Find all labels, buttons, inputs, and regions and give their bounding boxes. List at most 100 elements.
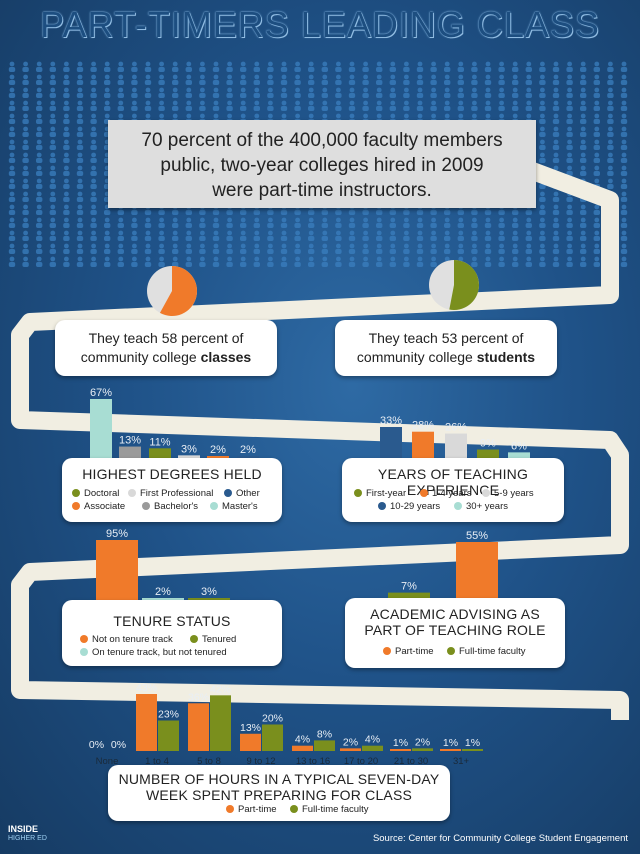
people-dot xyxy=(159,113,165,119)
people-dot xyxy=(431,87,436,93)
people-body xyxy=(607,132,614,137)
people-body xyxy=(566,197,573,202)
legend-other-swatch xyxy=(224,489,232,497)
people-dot xyxy=(213,217,219,223)
legend-on-track-swatch xyxy=(80,648,88,656)
people-body xyxy=(607,145,614,150)
people-dot xyxy=(91,152,96,158)
people-dot xyxy=(200,113,205,119)
people-dot xyxy=(444,256,450,262)
people-dot xyxy=(363,61,368,67)
people-dot xyxy=(281,113,287,119)
legend-first-year: First-year xyxy=(354,488,406,499)
people-body xyxy=(457,236,464,241)
hours-category-label: None xyxy=(96,756,119,767)
people-dot xyxy=(118,256,124,262)
people-body xyxy=(131,93,138,98)
people-body xyxy=(185,80,192,85)
people-dot xyxy=(390,61,396,67)
people-body xyxy=(580,210,587,215)
people-dot xyxy=(336,87,341,93)
legend-tenured: Tenured xyxy=(190,634,236,645)
page-title: PART-TIMERS LEADING CLASS xyxy=(40,4,600,45)
people-dot xyxy=(594,113,600,119)
people-body xyxy=(226,93,233,98)
people-dot xyxy=(594,87,600,93)
people-dot xyxy=(213,256,219,262)
people-body xyxy=(199,80,206,85)
people-body xyxy=(403,106,410,111)
people-body xyxy=(620,236,628,241)
people-dot xyxy=(458,230,464,236)
people-dot xyxy=(567,87,572,93)
experience-legend: First-year 1-4 years 5-9 years 10-29 yea… xyxy=(342,488,564,518)
people-body xyxy=(76,236,84,241)
people-dot xyxy=(390,256,396,262)
people-body xyxy=(457,80,464,85)
people-body xyxy=(552,210,560,215)
hours-value-label: 13% xyxy=(240,722,261,734)
people-body xyxy=(471,236,478,241)
people-body xyxy=(90,223,97,228)
people-body xyxy=(226,223,233,228)
people-dot xyxy=(485,230,491,236)
people-dot xyxy=(376,100,382,106)
people-body xyxy=(76,210,84,215)
tenure-bar xyxy=(96,540,138,600)
people-body xyxy=(22,171,29,176)
people-body xyxy=(484,67,492,72)
tenure-value-label: 95% xyxy=(106,528,128,540)
people-dot xyxy=(295,61,300,67)
people-body xyxy=(63,145,70,150)
people-dot xyxy=(50,165,56,171)
people-body xyxy=(90,145,97,150)
people-body xyxy=(8,145,16,150)
people-body xyxy=(199,210,206,215)
people-body xyxy=(131,249,138,254)
people-dot xyxy=(77,139,83,145)
people-dot xyxy=(580,217,586,223)
legend-on-track-label: On tenure track, but not tenured xyxy=(92,647,227,658)
people-body xyxy=(104,67,111,72)
people-body xyxy=(607,184,614,189)
people-dot xyxy=(472,61,477,67)
people-dot xyxy=(118,230,124,236)
people-body xyxy=(593,262,600,267)
people-body xyxy=(403,236,410,241)
people-dot xyxy=(227,100,233,106)
people-body xyxy=(566,236,573,241)
people-body xyxy=(512,80,519,85)
people-body xyxy=(8,119,16,124)
people-dot xyxy=(376,87,382,93)
people-dot xyxy=(608,126,613,132)
people-dot xyxy=(240,243,246,249)
people-body xyxy=(539,132,546,137)
people-dot xyxy=(404,87,409,93)
people-body xyxy=(240,80,247,85)
people-body xyxy=(580,262,587,267)
people-dot xyxy=(23,178,28,184)
people-body xyxy=(620,106,628,111)
people-body xyxy=(63,210,70,215)
people-body xyxy=(49,158,56,163)
people-body xyxy=(471,223,478,228)
degrees-bar xyxy=(178,455,200,458)
people-dot xyxy=(512,61,518,67)
people-dot xyxy=(254,243,260,249)
people-dot xyxy=(77,61,83,67)
people-body xyxy=(8,210,16,215)
people-dot xyxy=(594,126,600,132)
people-dot xyxy=(567,74,572,80)
people-body xyxy=(593,249,600,254)
people-dot xyxy=(621,74,627,80)
legend-5-9-swatch xyxy=(482,489,490,497)
people-dot xyxy=(254,87,260,93)
people-dot xyxy=(308,217,314,223)
people-dot xyxy=(336,100,341,106)
people-body xyxy=(240,67,247,72)
people-dot xyxy=(186,61,192,67)
people-body xyxy=(525,223,532,228)
legend-not-on-track-swatch xyxy=(80,635,88,643)
people-dot xyxy=(172,230,178,236)
people-body xyxy=(376,249,383,254)
